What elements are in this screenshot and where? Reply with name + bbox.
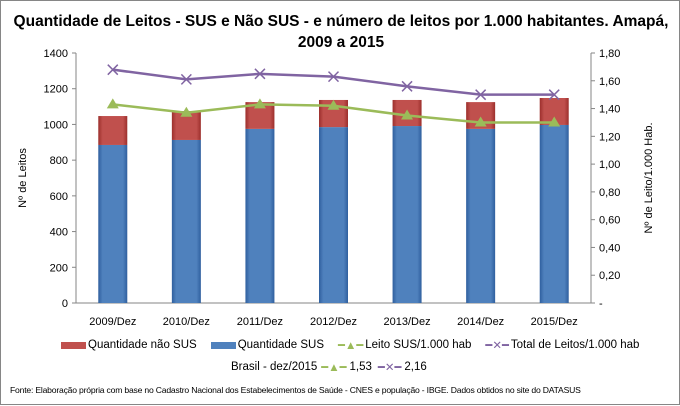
point-leito-sus <box>106 98 119 109</box>
x-tick-label: 2013/Dez <box>384 316 431 328</box>
bar-sus <box>171 139 201 303</box>
bar-sus <box>98 144 128 303</box>
point-leito-sus <box>401 109 414 120</box>
legend: Quantidade não SUS Quantidade SUS ━▲━ Le… <box>61 338 639 352</box>
x-tick-label: 2009/Dez <box>89 316 136 328</box>
x-tick-label: 2010/Dez <box>163 316 210 328</box>
point-total <box>107 64 119 76</box>
y2-tick-label: 1,80 <box>599 48 620 60</box>
y2-tick-label: 0,20 <box>599 270 620 282</box>
y2-tick-label: 1,60 <box>599 76 620 88</box>
y-tick-label: 800 <box>50 155 68 167</box>
bar-nao-sus <box>98 116 128 145</box>
y2-tick-label: 1,40 <box>599 104 620 116</box>
x-tick-label: 2012/Dez <box>310 316 357 328</box>
x-tick-label: 2014/Dez <box>457 316 504 328</box>
legend-label: Total de Leitos/1.000 hab <box>510 339 640 351</box>
bar-sus <box>245 128 275 303</box>
y2-tick-label: 0,60 <box>599 215 620 227</box>
legend-swatch-nao-sus <box>61 341 86 349</box>
legend-swatch-sus <box>210 341 236 349</box>
x-marker-icon: ━✕━ <box>377 362 402 374</box>
bar-sus <box>539 124 569 303</box>
brasil-reference: Brasil - dez/2015 ━▲━ 1,53 ━✕━ 2,16 <box>231 360 427 374</box>
point-total <box>475 89 487 101</box>
y2-tick-label: 0,40 <box>599 242 620 254</box>
x-tick-label: 2011/Dez <box>237 316 283 328</box>
chart-title: Quantidade de Leitos - SUS e Não SUS - e… <box>13 13 669 51</box>
source-note: Fonte: Elaboração própria com base no Ca… <box>10 385 581 395</box>
point-leito-sus <box>253 98 266 109</box>
y-tick-label: 1200 <box>44 84 68 96</box>
y2-tick-label: 1,20 <box>599 131 620 143</box>
y-axis-label: Nº de Leitos <box>17 148 29 208</box>
legend-swatch-total: ━✕━ <box>485 340 509 352</box>
legend-label: Quantidade não SUS <box>88 339 197 351</box>
y-tick-label: 0 <box>62 298 68 310</box>
brasil-label: Brasil - dez/2015 <box>231 361 318 373</box>
y2-tick-label: - <box>599 298 603 310</box>
legend-swatch-leito-sus: ━▲━ <box>338 340 364 352</box>
point-total <box>180 73 192 85</box>
y-tick-label: 600 <box>50 191 68 203</box>
y2-tick-label: 1,00 <box>599 159 620 171</box>
point-total <box>254 68 266 80</box>
point-leito-sus <box>327 99 340 110</box>
y-tick-label: 200 <box>50 262 68 274</box>
y2-tick-label: 0,80 <box>599 187 620 199</box>
point-total <box>401 80 413 92</box>
brasil-total-value: 2,16 <box>404 361 427 373</box>
brasil-sus-value: 1,53 <box>349 361 372 373</box>
point-total <box>327 71 340 83</box>
point-total <box>548 89 560 101</box>
x-tick-label: 2015/Dez <box>531 316 578 328</box>
y2-axis-label: Nº de Leito/1.000 Hab. <box>643 122 655 233</box>
triangle-marker-icon: ━▲━ <box>321 362 347 374</box>
bar-sus <box>466 128 496 303</box>
bar-sus <box>392 126 422 304</box>
legend-label: Leito SUS/1.000 hab <box>365 339 472 351</box>
y-tick-label: 400 <box>50 227 68 239</box>
y-tick-label: 1000 <box>44 119 68 131</box>
y-tick-label: 1400 <box>44 48 68 60</box>
point-leito-sus <box>180 106 193 117</box>
line-total <box>112 68 555 96</box>
legend-label: Quantidade SUS <box>237 339 325 351</box>
bar-sus <box>319 127 348 303</box>
point-leito-sus <box>474 116 487 127</box>
point-leito-sus <box>548 116 561 127</box>
